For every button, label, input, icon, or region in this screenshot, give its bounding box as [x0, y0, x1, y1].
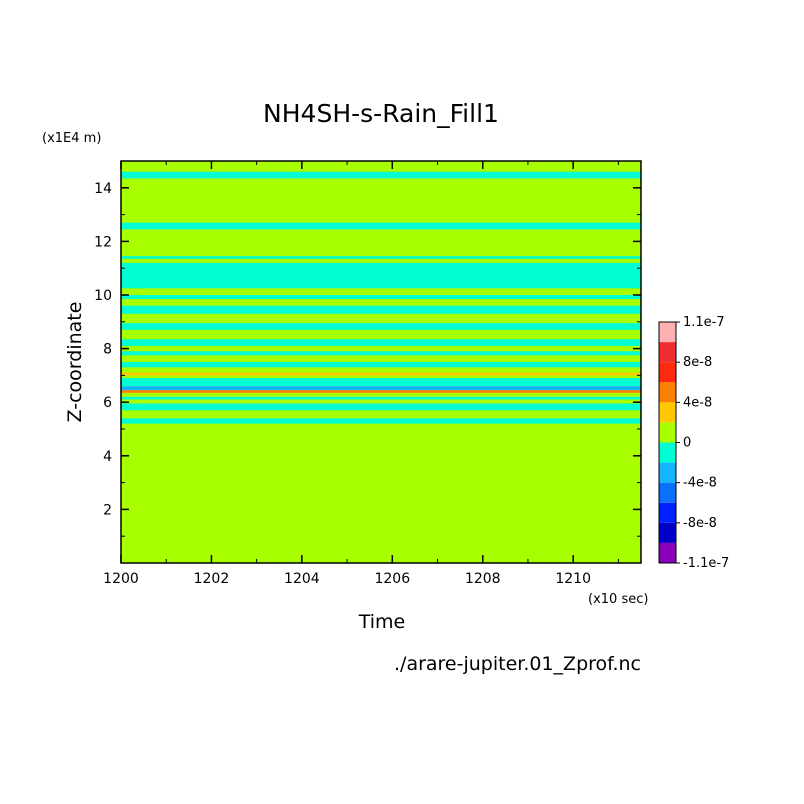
x-tick-label: 1206: [374, 571, 410, 587]
x-unit-label: (x10 sec): [588, 592, 648, 607]
band-6: [121, 372, 641, 376]
band-9: [121, 339, 641, 346]
band-14: [121, 256, 641, 259]
band-11: [121, 305, 641, 314]
colorbar-label: 8e-8: [683, 355, 712, 370]
heatmap-bands: [121, 171, 641, 424]
colorbar-label: 1.1e-7: [683, 315, 725, 330]
y-tick-label: 10: [94, 288, 112, 304]
band-12: [121, 295, 641, 300]
colorbar-label: -8e-8: [683, 516, 717, 531]
x-tick-label: 1202: [194, 571, 230, 587]
colorbar-segment: [659, 422, 676, 443]
plot-area: [121, 161, 641, 563]
band-15: [121, 222, 641, 230]
y-tick-label: 6: [103, 395, 112, 411]
x-axis-label: Time: [358, 611, 406, 633]
x-tick-label: 1200: [103, 571, 139, 587]
band-1: [121, 403, 641, 411]
colorbar-segment: [659, 522, 676, 543]
colorbar-label: -4e-8: [683, 476, 717, 491]
plot-frame: [120, 160, 642, 564]
y-tick-label: 8: [103, 342, 112, 358]
colorbar-label: 4e-8: [683, 395, 712, 410]
colorbar-segment: [659, 442, 676, 463]
colorbar-label: 0: [683, 436, 691, 451]
band-3: [121, 390, 641, 393]
y-tick-label: 4: [103, 449, 112, 465]
colorbar-segment: [659, 482, 676, 503]
band-0: [121, 418, 641, 424]
band-2: [121, 396, 641, 400]
band-4: [121, 386, 641, 391]
colorbar-segment: [659, 502, 676, 523]
x-tick-label: 1204: [284, 571, 320, 587]
band-10: [121, 323, 641, 330]
band-13: [121, 262, 641, 289]
colorbar-label: -1.1e-7: [683, 556, 729, 571]
y-tick-label: 2: [103, 502, 112, 518]
colorbar-segment: [659, 382, 676, 403]
y-axis: 2 4 6 8 10 12 14: [94, 181, 641, 537]
band-7: [121, 362, 641, 368]
y-axis-label: Z-coordinate: [64, 302, 86, 423]
colorbar-segment: [659, 322, 676, 343]
colorbar-segment: [659, 402, 676, 423]
band-16: [121, 171, 641, 179]
x-tick-label: 1210: [555, 571, 591, 587]
band-8: [121, 351, 641, 356]
colorbar-segment: [659, 362, 676, 383]
colorbar: 1.1e-7 8e-8 4e-8 0 -4e-8 -8e-8 -1.1e-7: [658, 315, 729, 571]
x-axis: 1200 1202 1204 1206 1208 1210: [103, 161, 619, 587]
chart-title: NH4SH-s-Rain_Fill1: [263, 99, 499, 128]
colorbar-segment: [659, 342, 676, 363]
y-tick-label: 12: [94, 234, 112, 250]
x-tick-label: 1208: [465, 571, 501, 587]
band-5: [121, 378, 641, 387]
y-tick-label: 14: [94, 181, 112, 197]
colorbar-segment: [659, 462, 676, 483]
colorbar-segment: [659, 542, 676, 563]
source-filename: ./arare-jupiter.01_Zprof.nc: [394, 653, 641, 675]
y-unit-label: (x1E4 m): [42, 131, 101, 146]
